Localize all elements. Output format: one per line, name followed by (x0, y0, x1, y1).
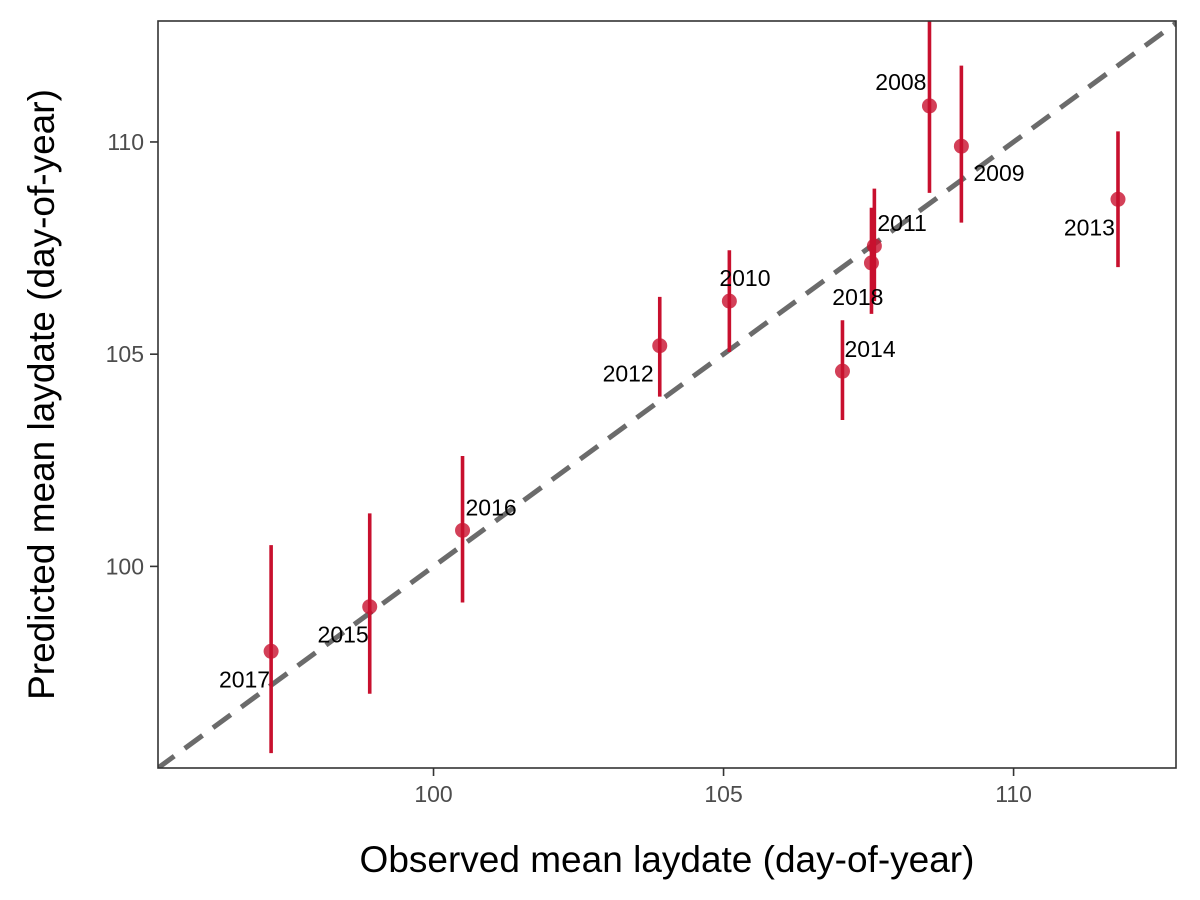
point-label-2016: 2016 (466, 494, 517, 520)
point-label-2010: 2010 (719, 265, 770, 291)
point-label-2011: 2011 (877, 210, 926, 236)
data-point-2018 (863, 255, 879, 271)
y-axis: 100 105 110 (106, 129, 158, 579)
x-tick-label: 105 (704, 781, 742, 807)
data-point-2016 (455, 522, 471, 538)
point-label-2009: 2009 (973, 160, 1024, 186)
x-tick-label: 110 (995, 781, 1032, 807)
point-label-2014: 2014 (844, 336, 895, 362)
y-tick-label: 110 (107, 129, 144, 155)
point-label-2015: 2015 (318, 622, 369, 648)
identity-reference-line (158, 21, 1176, 768)
y-tick-label: 100 (106, 553, 144, 579)
data-point-2017 (263, 643, 279, 659)
y-axis-title: Predicted mean laydate (day-of-year) (21, 89, 62, 700)
data-point-2008 (921, 98, 937, 114)
point-label-2018: 2018 (832, 284, 883, 310)
data-point-2014 (834, 363, 850, 379)
data-point-2013 (1110, 191, 1126, 207)
data-point-2009 (953, 138, 969, 154)
point-label-2008: 2008 (875, 69, 926, 95)
data-point-2011 (866, 238, 882, 254)
x-axis: 100 105 110 (414, 768, 1032, 807)
y-tick-label: 105 (106, 341, 144, 367)
point-label-2017: 2017 (219, 666, 270, 692)
point-label-2012: 2012 (603, 361, 654, 387)
data-point-2010 (721, 293, 737, 309)
plot-marks (158, 21, 1176, 768)
point-label-2013: 2013 (1064, 214, 1115, 240)
plot-panel-border (157, 20, 1177, 769)
data-point-2012 (652, 338, 668, 354)
point-labels: 2008 2009 2010 2011 2012 2013 2014 2015 2016 2017… (219, 69, 1115, 692)
data-point-2015 (362, 599, 378, 615)
x-axis-title: Observed mean laydate (day-of-year) (360, 839, 975, 880)
x-tick-label: 100 (414, 781, 452, 807)
